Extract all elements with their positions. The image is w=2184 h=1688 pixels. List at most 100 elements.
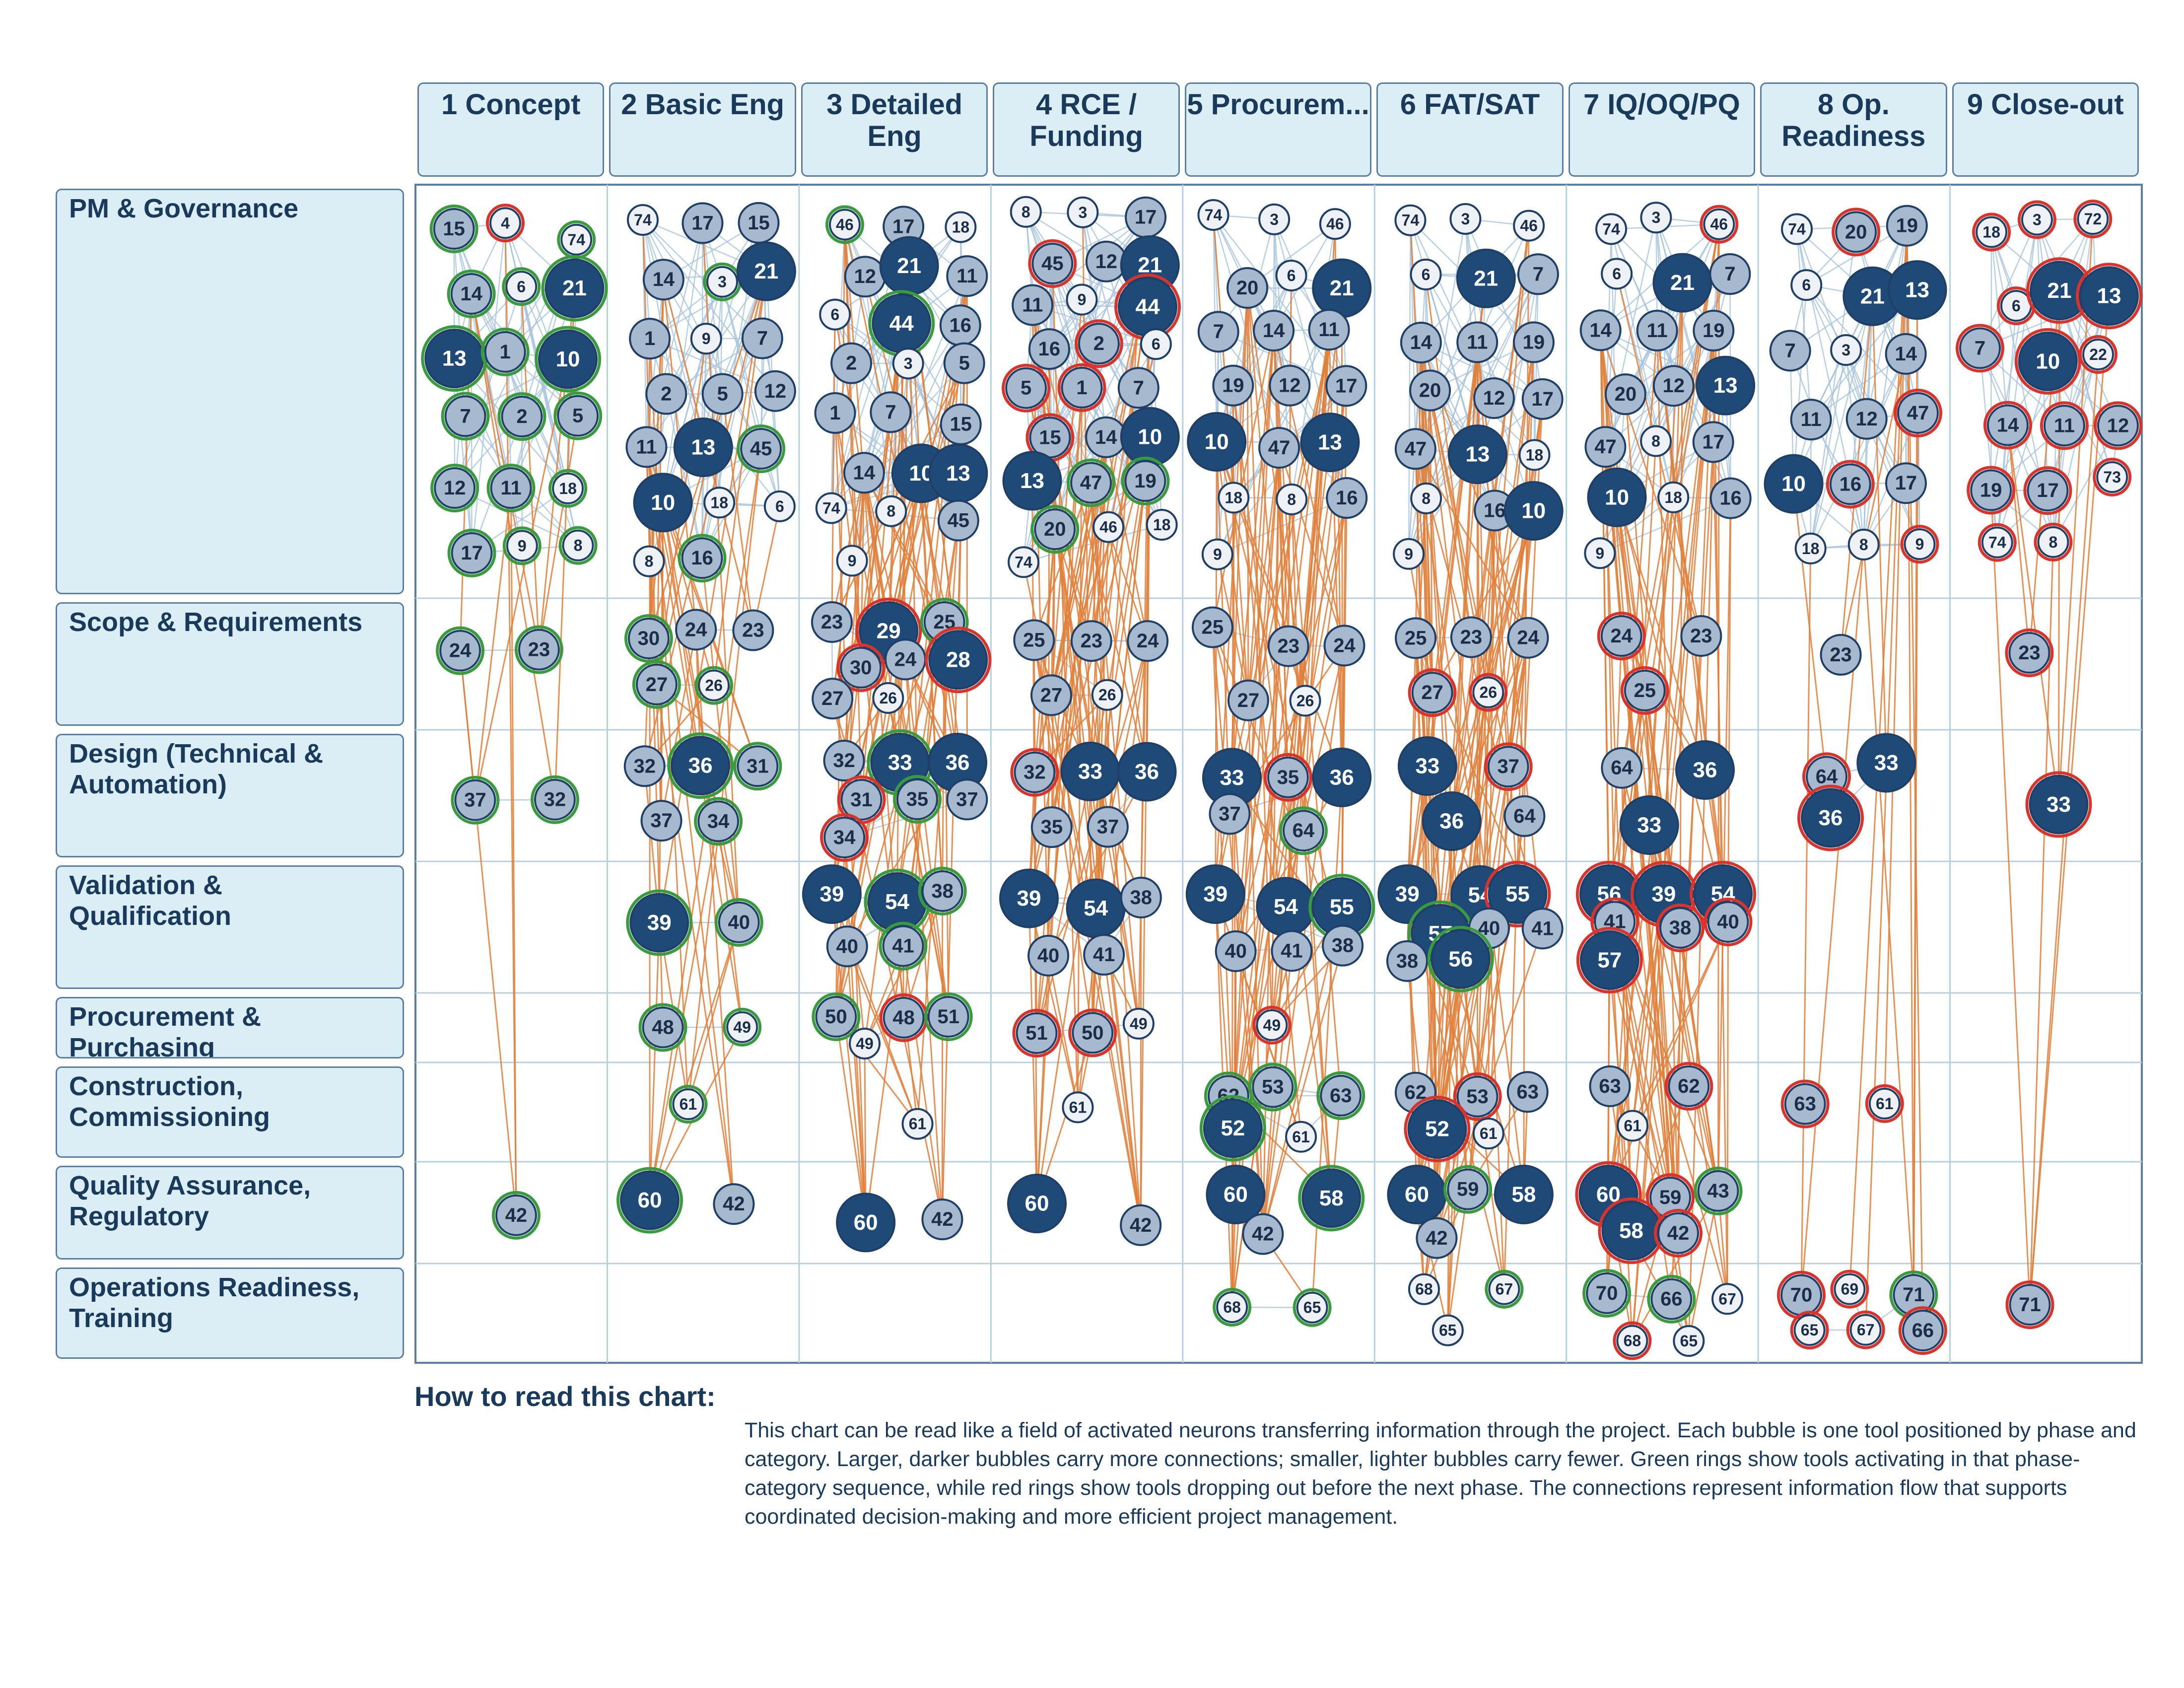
phase-header: 9 Close-out: [1952, 82, 2139, 177]
bubble-label: 65: [1680, 1332, 1698, 1350]
green-ring: [694, 797, 743, 846]
tool-bubble: 10: [2014, 328, 2081, 395]
bubble-label: 41: [1531, 917, 1554, 939]
bubble-circle: [943, 342, 985, 384]
bubble-label: 11: [500, 477, 521, 499]
tool-bubble: 13: [421, 325, 488, 392]
bubble-circle: [826, 925, 868, 968]
bubble-circle: [698, 669, 730, 702]
bubble-circle: [625, 426, 668, 468]
bubble-circle: [1845, 398, 1888, 440]
red-ring: [1068, 1008, 1117, 1057]
red-ring: [2005, 628, 2054, 677]
tool-bubble: 42: [713, 1183, 755, 1225]
bubble-circle: [1256, 1009, 1288, 1041]
bubble-circle: [1668, 1065, 1710, 1107]
red-ring: [1408, 668, 1457, 717]
bubble-label: 18: [1526, 446, 1544, 464]
bubble-label: 46: [836, 215, 854, 233]
tool-bubble: 13: [1887, 260, 1947, 320]
tool-bubble: 21: [1652, 253, 1712, 313]
tool-bubble: 38: [1322, 924, 1364, 967]
tool-bubble: 42: [921, 1198, 963, 1241]
bubble-label: 34: [833, 827, 856, 848]
bubble-label: 18: [1225, 489, 1242, 506]
bubble-label: 24: [449, 640, 472, 662]
bubble-circle: [1012, 284, 1054, 326]
bubble-circle: [534, 778, 576, 821]
bubble-label: 12: [444, 477, 466, 499]
inter-link: [1105, 437, 1149, 641]
bubble-label: 2: [661, 383, 672, 405]
tool-bubble: 69: [1830, 1269, 1869, 1309]
bubble-circle: [1586, 1272, 1628, 1314]
red-ring: [1654, 1208, 1703, 1258]
bubble-circle: [921, 870, 963, 912]
bubble-label: 57: [1597, 948, 1622, 973]
phase-header: 7 IQ/OQ/PQ: [1568, 82, 1756, 177]
inter-link: [1990, 490, 2031, 1305]
bubble-circle: [1007, 1174, 1067, 1234]
bubble-circle: [690, 323, 722, 355]
inter-link: [1616, 497, 1706, 771]
tool-bubble: 47: [1067, 458, 1116, 507]
bubble-label: 14: [1997, 415, 2019, 436]
bubble-label: 58: [1511, 1183, 1536, 1207]
category-label: Scope & Requirements: [56, 602, 404, 726]
bubble-circle: [1579, 930, 1639, 990]
bubble-label: 24: [894, 648, 917, 670]
tool-bubble: 45: [937, 499, 979, 542]
red-ring: [2094, 401, 2142, 450]
tool-bubble: 63: [1506, 1071, 1549, 1113]
bubble-circle: [2043, 405, 2085, 447]
bubble-label: 19: [1980, 479, 2002, 501]
bubble-label: 64: [1816, 766, 1838, 787]
tool-bubble: 3: [1258, 203, 1291, 235]
green-ring: [918, 866, 967, 915]
bubble-circle: [732, 609, 774, 651]
bubble-label: 63: [1516, 1081, 1539, 1103]
inter-link: [1090, 483, 1140, 1024]
bubble-circle: [1790, 269, 1823, 301]
bubble-label: 31: [850, 789, 873, 811]
bubble-label: 11: [956, 265, 977, 287]
bubble-circle: [1885, 333, 1927, 375]
bubble-circle: [1394, 428, 1436, 470]
bubble-label: 64: [1611, 757, 1633, 779]
bubble-label: 11: [636, 436, 657, 458]
bubble-label: 32: [1024, 762, 1046, 783]
tool-bubble: 44: [1114, 274, 1181, 341]
bubble-label: 34: [707, 810, 730, 832]
bubble-label: 25: [1634, 680, 1656, 702]
bubble-label: 20: [1845, 221, 1867, 243]
tool-bubble: 7: [1197, 311, 1239, 353]
bubble-circle: [1014, 751, 1056, 793]
intra-link: [646, 281, 723, 447]
bubble-circle: [737, 745, 779, 787]
bubble-label: 47: [1594, 436, 1617, 458]
bubble-circle: [444, 395, 486, 437]
tool-bubble: 17: [447, 528, 496, 577]
bubble-circle: [1322, 924, 1364, 967]
inter-link: [1031, 305, 1148, 772]
bubble-circle: [1503, 481, 1564, 541]
tool-bubble: 64: [1601, 747, 1643, 789]
tool-bubble: 6: [1410, 258, 1442, 290]
bubble-circle: [945, 211, 977, 243]
bubble-label: 2: [846, 352, 857, 374]
bubble-label: 10: [556, 347, 580, 371]
red-ring: [1028, 239, 1077, 288]
bubble-label: 46: [1099, 518, 1117, 536]
bubble-label: 47: [1907, 402, 1929, 424]
bubble-circle: [1258, 426, 1300, 469]
bubble-circle: [872, 682, 904, 714]
tool-bubble: 60: [1206, 1165, 1266, 1224]
bubble-circle: [629, 893, 689, 953]
bubble-circle: [557, 395, 599, 437]
inter-link: [1047, 771, 1148, 956]
tool-bubble: 36: [1312, 747, 1372, 807]
inter-link: [1107, 527, 1148, 772]
red-ring: [820, 813, 869, 862]
bubble-circle: [1512, 321, 1555, 363]
bubble-label: 59: [1659, 1187, 1682, 1208]
